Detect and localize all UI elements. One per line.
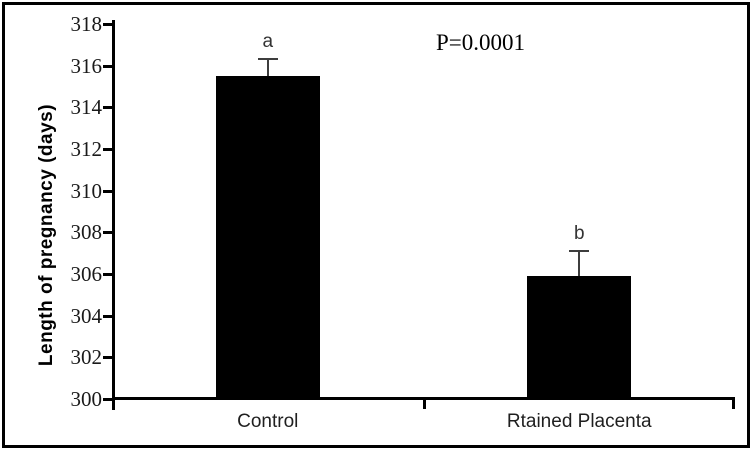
- y-axis-tick: [103, 398, 112, 401]
- y-axis-tick: [103, 64, 112, 68]
- y-axis-tick: [103, 106, 112, 110]
- y-tick-label: 316: [70, 53, 103, 78]
- y-tick-label: 308: [70, 220, 103, 245]
- error-bar-line: [266, 59, 269, 77]
- y-tick-label: 302: [70, 345, 103, 370]
- error-bar-cap: [257, 58, 278, 61]
- y-tick-label: 318: [70, 12, 103, 36]
- y-axis-tick: [103, 148, 112, 151]
- y-axis-tick: [103, 23, 112, 26]
- significance-letter: a: [262, 31, 274, 53]
- significance-letter: b: [573, 223, 585, 245]
- bar-control: [215, 76, 320, 397]
- y-axis-tick: [103, 189, 112, 193]
- x-axis-tick: [422, 397, 426, 409]
- bar-rtained-placenta: [527, 276, 632, 397]
- y-axis-tick: [103, 273, 112, 276]
- y-tick-label: 314: [70, 95, 103, 120]
- y-axis-tick: [103, 314, 112, 318]
- y-tick-label: 310: [70, 178, 103, 203]
- x-category-label: Control: [237, 411, 299, 432]
- p-value-annotation: P=0.0001: [436, 30, 526, 55]
- y-axis-line: [112, 20, 115, 410]
- y-tick-label: 312: [70, 137, 103, 161]
- error-bar-cap: [569, 250, 590, 253]
- y-tick-label: 306: [70, 262, 103, 286]
- y-axis-tick: [103, 231, 112, 235]
- y-tick-label: 304: [70, 303, 103, 328]
- error-bar-line: [578, 251, 581, 277]
- y-tick-label: 300: [70, 387, 103, 411]
- x-axis-end-tick: [732, 397, 735, 409]
- x-category-label: Rtained Placenta: [506, 411, 652, 432]
- y-axis-tick: [103, 356, 112, 360]
